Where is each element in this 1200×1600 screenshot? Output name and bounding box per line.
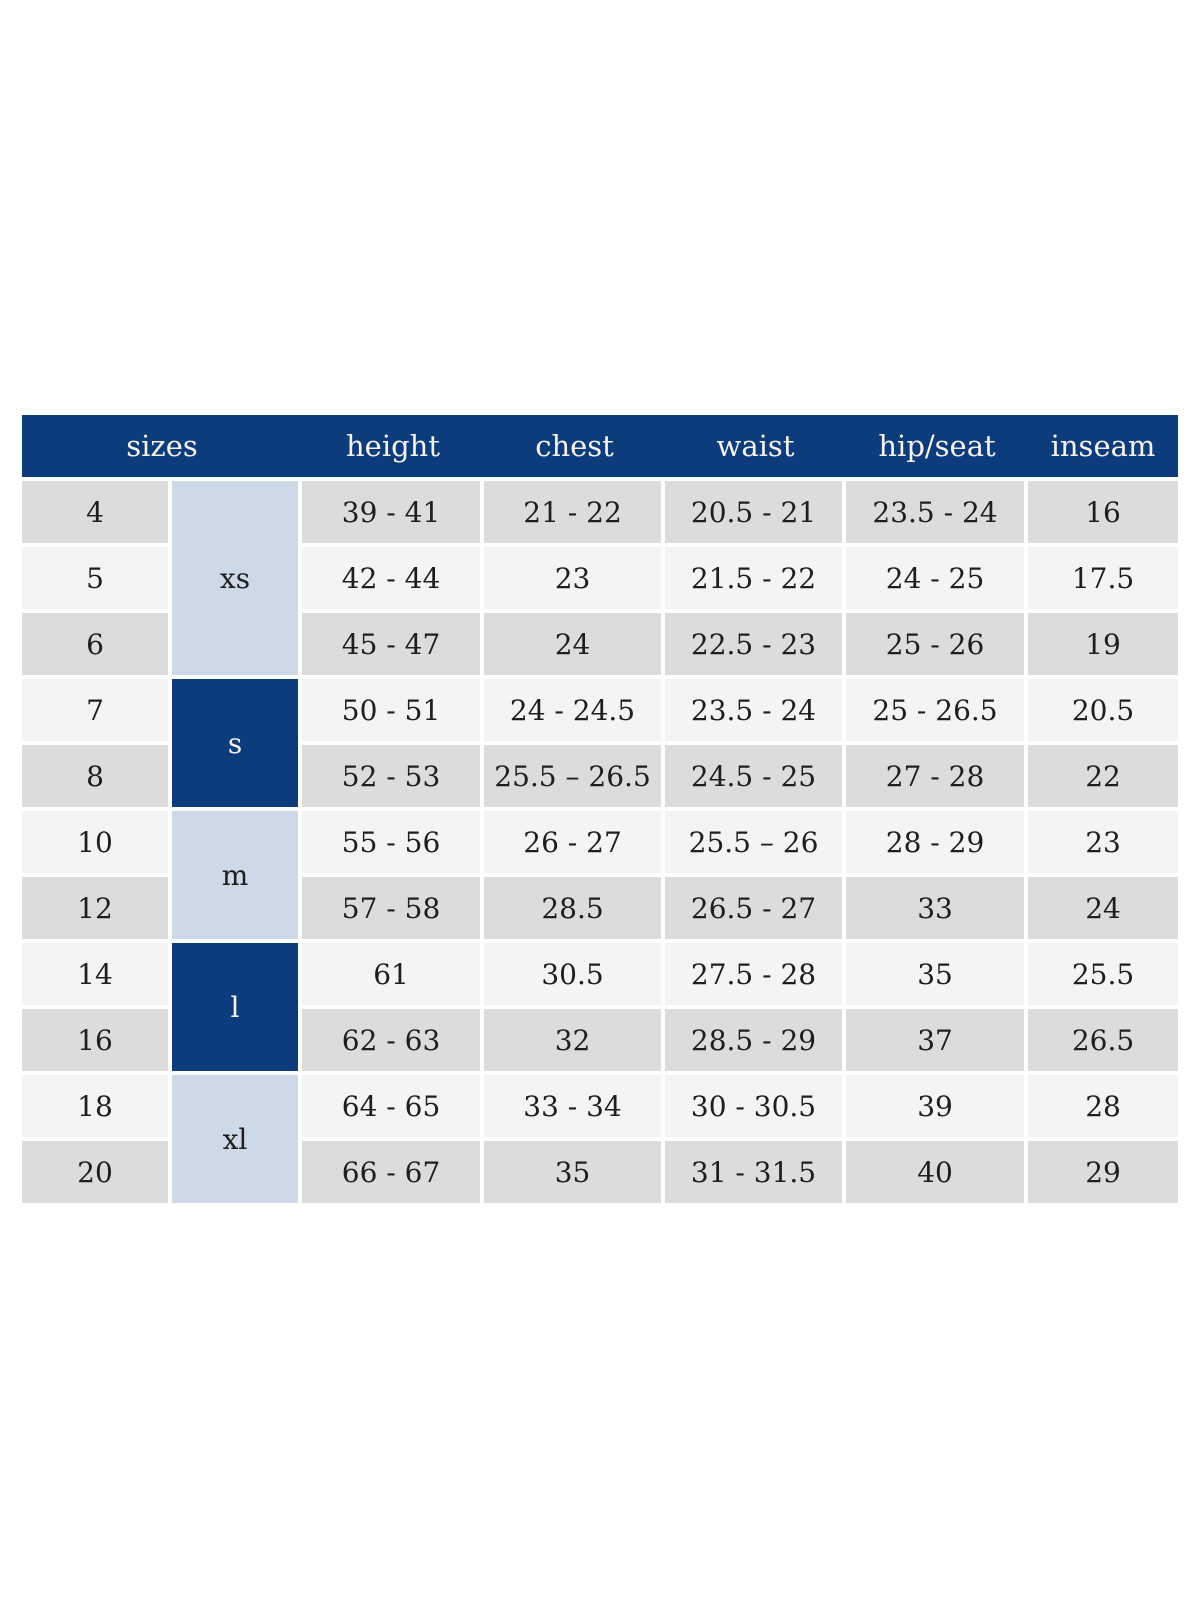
height-cell: 61 (302, 943, 485, 1009)
chest-cell: 24 - 24.5 (484, 679, 666, 745)
chest-cell: 21 - 22 (484, 481, 666, 547)
hip-seat-cell: 37 (846, 1009, 1029, 1075)
height-cell: 64 - 65 (302, 1075, 485, 1141)
inseam-cell: 28 (1028, 1075, 1179, 1141)
hip-seat-cell: 27 - 28 (846, 745, 1029, 811)
hip-seat-cell: 40 (846, 1141, 1029, 1207)
size-cell: 10 (22, 811, 172, 877)
hip-seat-cell: 28 - 29 (846, 811, 1029, 877)
waist-cell: 21.5 - 22 (665, 547, 847, 613)
hip-seat-cell: 25 - 26.5 (846, 679, 1029, 745)
header-row: sizes height chest waist hip/seat inseam (22, 415, 1179, 481)
size-chart: sizes height chest waist hip/seat inseam… (22, 415, 1179, 1207)
table-row: 4 xs 39 - 41 21 - 22 20.5 - 21 23.5 - 24… (22, 481, 1179, 679)
height-cell: 39 - 41 (302, 481, 485, 547)
chest-cell: 24 (484, 613, 666, 679)
height-cell: 50 - 51 (302, 679, 485, 745)
chest-cell: 23 (484, 547, 666, 613)
hip-seat-cell: 33 (846, 877, 1029, 943)
table-row: 16 62 - 63 32 28.5 - 29 37 26.5 (22, 1009, 1179, 1075)
size-cell: 12 (22, 877, 172, 943)
header-cell-waist: waist (665, 415, 847, 481)
size-cell: 4 (22, 481, 172, 547)
inseam-cell: 24 (1028, 877, 1179, 943)
table-row: 5 42 - 44 23 21.5 - 22 24 - 25 17.5 (22, 547, 1179, 613)
inseam-cell: 22 (1028, 745, 1179, 811)
inseam-cell: 26.5 (1028, 1009, 1179, 1075)
height-cell: 52 - 53 (302, 745, 485, 811)
height-cell: 62 - 63 (302, 1009, 485, 1075)
size-cell: 8 (22, 745, 172, 811)
inseam-cell: 16 (1028, 481, 1179, 547)
inseam-cell: 20.5 (1028, 679, 1179, 745)
waist-cell: 30 - 30.5 (665, 1075, 847, 1141)
waist-cell: 22.5 - 23 (665, 613, 847, 679)
size-cell: 5 (22, 547, 172, 613)
header-cell-sizes: sizes (22, 415, 303, 481)
inseam-cell: 25.5 (1028, 943, 1179, 1009)
table-row: 12 57 - 58 28.5 26.5 - 27 33 24 (22, 877, 1179, 943)
table-row: 6 45 - 47 24 22.5 - 23 25 - 26 19 (22, 613, 1179, 679)
height-cell: 57 - 58 (302, 877, 485, 943)
size-group-cell-l: l (172, 943, 303, 1075)
chest-cell: 33 - 34 (484, 1075, 666, 1141)
waist-cell: 20.5 - 21 (665, 481, 847, 547)
height-cell: 66 - 67 (302, 1141, 485, 1207)
waist-cell: 31 - 31.5 (665, 1141, 847, 1207)
size-group-cell-m: m (172, 811, 303, 943)
waist-cell: 26.5 - 27 (665, 877, 847, 943)
table-row: 10 m 55 - 56 26 - 27 25.5 – 26 28 - 29 2… (22, 811, 1179, 943)
waist-cell: 28.5 - 29 (665, 1009, 847, 1075)
table-row: 18 xl 64 - 65 33 - 34 30 - 30.5 39 28 (22, 1075, 1179, 1207)
chest-cell: 35 (484, 1141, 666, 1207)
hip-seat-cell: 25 - 26 (846, 613, 1029, 679)
size-cell: 14 (22, 943, 172, 1009)
hip-seat-cell: 24 - 25 (846, 547, 1029, 613)
waist-cell: 24.5 - 25 (665, 745, 847, 811)
height-cell: 45 - 47 (302, 613, 485, 679)
size-cell: 16 (22, 1009, 172, 1075)
hip-seat-cell: 23.5 - 24 (846, 481, 1029, 547)
chest-cell: 25.5 – 26.5 (484, 745, 666, 811)
size-cell: 18 (22, 1075, 172, 1141)
hip-seat-cell: 35 (846, 943, 1029, 1009)
height-cell: 55 - 56 (302, 811, 485, 877)
chest-cell: 30.5 (484, 943, 666, 1009)
size-cell: 7 (22, 679, 172, 745)
chest-cell: 32 (484, 1009, 666, 1075)
inseam-cell: 29 (1028, 1141, 1179, 1207)
chest-cell: 26 - 27 (484, 811, 666, 877)
size-chart-table: sizes height chest waist hip/seat inseam… (22, 415, 1179, 1207)
header-cell-chest: chest (484, 415, 666, 481)
header-cell-inseam: inseam (1028, 415, 1179, 481)
table-row: 7 s 50 - 51 24 - 24.5 23.5 - 24 25 - 26.… (22, 679, 1179, 811)
waist-cell: 27.5 - 28 (665, 943, 847, 1009)
size-group-cell-s: s (172, 679, 303, 811)
inseam-cell: 23 (1028, 811, 1179, 877)
size-group-cell-xl: xl (172, 1075, 303, 1207)
size-group-cell-xs: xs (172, 481, 303, 679)
table-row: 14 l 61 30.5 27.5 - 28 35 25.5 (22, 943, 1179, 1075)
inseam-cell: 19 (1028, 613, 1179, 679)
table-row: 20 66 - 67 35 31 - 31.5 40 29 (22, 1141, 1179, 1207)
height-cell: 42 - 44 (302, 547, 485, 613)
header-cell-hip-seat: hip/seat (846, 415, 1029, 481)
size-cell: 6 (22, 613, 172, 679)
size-cell: 20 (22, 1141, 172, 1207)
header-cell-height: height (302, 415, 485, 481)
hip-seat-cell: 39 (846, 1075, 1029, 1141)
table-row: 8 52 - 53 25.5 – 26.5 24.5 - 25 27 - 28 … (22, 745, 1179, 811)
chest-cell: 28.5 (484, 877, 666, 943)
waist-cell: 25.5 – 26 (665, 811, 847, 877)
waist-cell: 23.5 - 24 (665, 679, 847, 745)
inseam-cell: 17.5 (1028, 547, 1179, 613)
